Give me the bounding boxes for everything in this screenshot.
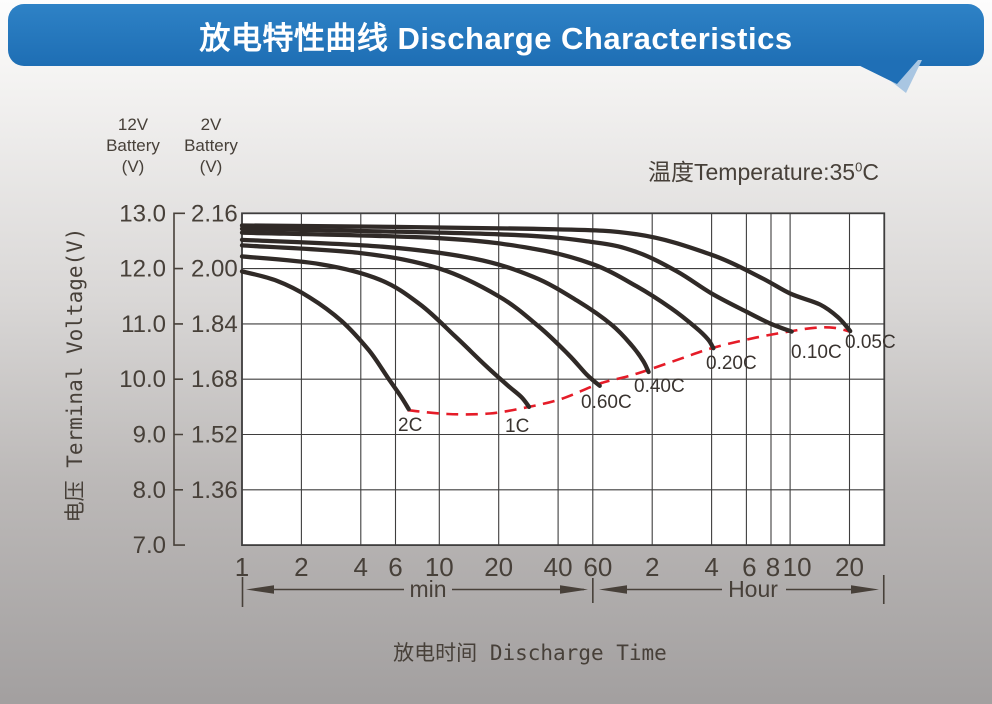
x-tick-min: 4 [354, 552, 368, 582]
y-axis-header-2v-line1: 2V [200, 115, 222, 134]
y-axis-header-2v: 2V Battery (V) [166, 114, 256, 177]
y-tick-2v: 1.84 [191, 311, 238, 338]
y-axis-header-2v-line2: Battery [184, 136, 238, 155]
y-tick-12v: 10.0 [119, 366, 166, 393]
curve-label-0.20C: 0.20C [706, 353, 757, 374]
x-tick-min: 1 [235, 552, 249, 582]
y-axis-header-12v: 12V Battery (V) [88, 114, 178, 177]
arrowhead [560, 585, 588, 594]
x-tick-Hour: 10 [783, 552, 812, 582]
x-tick-min: 2 [294, 552, 308, 582]
temperature-label: 温度Temperature:350C [648, 153, 879, 187]
y-tick-12v: 8.0 [133, 477, 166, 504]
curve-0.05C [239, 223, 853, 334]
y-tick-12v: 13.0 [119, 200, 166, 227]
y-tick-12v: 12.0 [119, 256, 166, 283]
x-tick-Hour: 2 [645, 552, 659, 582]
y-tick-2v: 2.00 [191, 256, 238, 283]
cutoff-voltage-curve [407, 326, 851, 416]
x-tick-Hour: 6 [742, 552, 756, 582]
y-tick-2v: 2.16 [191, 200, 238, 227]
x-tick-min: 20 [484, 552, 513, 582]
hour-range-label: Hour [728, 576, 778, 602]
y-tick-2v: 1.36 [191, 477, 238, 504]
y-axis-header-12v-line1: 12V [117, 115, 149, 134]
curve-0.60C [239, 243, 602, 388]
curve-label-2C: 2C [398, 415, 422, 436]
curve-0.40C [239, 237, 651, 375]
page-title: 放电特性曲线 Discharge Characteristics [199, 20, 793, 56]
plot-border [241, 212, 886, 546]
y-tick-2v: 1.52 [191, 422, 238, 449]
curve-label-0.40C: 0.40C [634, 376, 685, 397]
arrowhead [246, 585, 274, 594]
temperature-text: 温度Temperature:35 [648, 159, 856, 185]
y-axis-title: 电压 Terminal Voltage(V) [63, 227, 87, 523]
x-tick-Hour: 20 [835, 552, 864, 582]
y-tick-2v: 1.68 [191, 366, 238, 393]
curve-label-0.05C: 0.05C [845, 332, 896, 353]
x-tick-min: 6 [388, 552, 402, 582]
x-tick-Hour: 8 [766, 552, 780, 582]
plot-area [242, 213, 885, 546]
y-axis-header-12v-line3: (V) [121, 157, 145, 176]
y-axis-2v-bracket [173, 212, 185, 546]
y-tick-12v: 9.0 [133, 422, 166, 449]
curve-label-0.60C: 0.60C [581, 392, 632, 413]
y-tick-12v: 7.0 [133, 532, 166, 559]
title-banner: 放电特性曲线 Discharge Characteristics [8, 4, 984, 66]
temperature-sup: 0 [855, 159, 863, 175]
temperature-unit: C [862, 159, 879, 185]
x-tick-min: 60 [583, 552, 612, 582]
curve-0.10C [239, 226, 794, 334]
min-range-label: min [409, 576, 446, 602]
x-tick-Hour: 4 [704, 552, 718, 582]
curve-0.20C [239, 230, 716, 351]
curve-2C [239, 269, 411, 412]
x-tick-min: 10 [425, 552, 454, 582]
x-tick-min: 40 [544, 552, 573, 582]
curve-label-0.10C: 0.10C [791, 342, 842, 363]
y-tick-12v: 11.0 [121, 311, 166, 338]
curve-1C [239, 254, 532, 410]
y-axis-header-12v-line2: Battery [106, 136, 160, 155]
arrowhead [851, 585, 879, 594]
y-axis-header-2v-line3: (V) [199, 157, 223, 176]
x-axis-title: 放电时间 Discharge Time [393, 641, 667, 665]
arrowhead [599, 585, 627, 594]
curve-label-1C: 1C [505, 416, 529, 437]
